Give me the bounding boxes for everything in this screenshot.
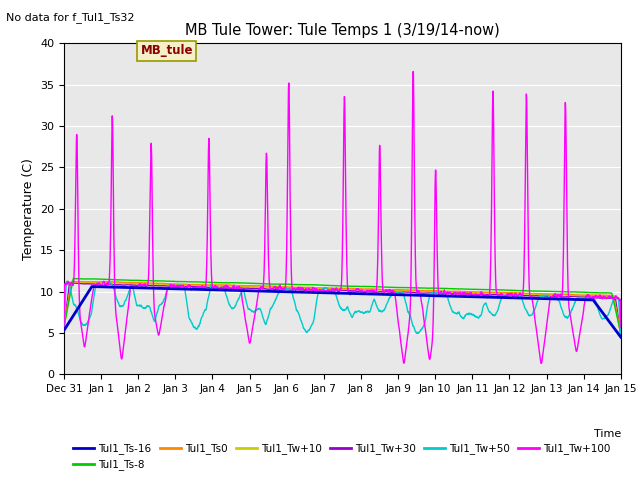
Tul1_Ts-16	[157, 286, 164, 291]
Tul1_Ts0	[298, 285, 306, 290]
Tul1_Tw+100	[410, 69, 417, 74]
Tul1_Ts-16	[274, 288, 282, 294]
Tul1_Ts-8	[60, 324, 68, 329]
Tul1_Tw+30	[66, 280, 74, 286]
Tul1_Ts0	[68, 278, 76, 284]
Tul1_Ts-16	[124, 285, 132, 290]
Tul1_Ts-8	[546, 288, 554, 294]
Tul1_Ts-8	[124, 277, 132, 283]
Tul1_Tw+30	[617, 332, 625, 338]
Tul1_Tw+100	[124, 311, 131, 317]
Tul1_Ts-8	[617, 330, 625, 336]
Tul1_Tw+10	[617, 332, 625, 337]
Tul1_Tw+30	[157, 283, 164, 289]
Tul1_Tw+100	[157, 324, 164, 329]
Tul1_Ts0	[60, 325, 68, 331]
Tul1_Tw+50	[274, 291, 282, 297]
Line: Tul1_Ts-8: Tul1_Ts-8	[64, 278, 621, 333]
Tul1_Tw+100	[60, 326, 68, 332]
Tul1_Tw+100	[538, 360, 545, 366]
Tul1_Tw+100	[298, 287, 305, 292]
Line: Tul1_Tw+100: Tul1_Tw+100	[64, 72, 621, 363]
Tul1_Tw+10	[124, 281, 132, 287]
Line: Tul1_Tw+50: Tul1_Tw+50	[64, 281, 621, 335]
Tul1_Ts-16	[88, 284, 96, 289]
Tul1_Ts-8	[606, 290, 614, 296]
Tul1_Tw+50	[60, 324, 68, 329]
Tul1_Ts0	[157, 280, 164, 286]
Tul1_Tw+100	[617, 324, 625, 330]
Tul1_Ts-8	[298, 282, 306, 288]
Tul1_Ts-16	[546, 296, 554, 302]
Tul1_Tw+10	[60, 325, 68, 331]
Tul1_Ts0	[124, 280, 132, 286]
Tul1_Tw+30	[124, 282, 132, 288]
Text: MB_tule: MB_tule	[140, 44, 193, 57]
Text: Time: Time	[593, 429, 621, 439]
Title: MB Tule Tower: Tule Temps 1 (3/19/14-now): MB Tule Tower: Tule Temps 1 (3/19/14-now…	[185, 23, 500, 38]
Tul1_Tw+50	[63, 278, 71, 284]
Tul1_Ts-16	[60, 327, 68, 333]
Line: Tul1_Ts0: Tul1_Ts0	[64, 281, 621, 334]
Tul1_Tw+10	[606, 294, 614, 300]
Tul1_Tw+30	[546, 294, 554, 300]
Tul1_Tw+30	[298, 287, 306, 293]
Text: No data for f_Tul1_Ts32: No data for f_Tul1_Ts32	[6, 12, 135, 23]
Tul1_Tw+10	[298, 286, 306, 291]
Tul1_Tw+50	[617, 332, 625, 338]
Tul1_Ts-16	[298, 289, 306, 295]
Tul1_Ts0	[546, 291, 554, 297]
Tul1_Tw+50	[124, 292, 132, 298]
Tul1_Tw+100	[547, 295, 554, 300]
Tul1_Tw+100	[606, 294, 614, 300]
Line: Tul1_Ts-16: Tul1_Ts-16	[64, 287, 621, 337]
Tul1_Tw+50	[298, 320, 306, 326]
Tul1_Tw+30	[60, 325, 68, 331]
Line: Tul1_Tw+30: Tul1_Tw+30	[64, 283, 621, 335]
Tul1_Tw+50	[546, 293, 554, 299]
Tul1_Tw+10	[71, 279, 79, 285]
Tul1_Ts-16	[617, 334, 625, 340]
Tul1_Tw+100	[274, 285, 282, 290]
Tul1_Tw+30	[274, 287, 282, 292]
Tul1_Tw+50	[157, 301, 164, 307]
Legend: Tul1_Ts-16, Tul1_Ts-8, Tul1_Ts0, Tul1_Tw+10, Tul1_Tw+30, Tul1_Tw+50, Tul1_Tw+100: Tul1_Ts-16, Tul1_Ts-8, Tul1_Ts0, Tul1_Tw…	[69, 439, 615, 475]
Tul1_Ts-8	[70, 276, 77, 281]
Tul1_Tw+10	[546, 292, 554, 298]
Tul1_Ts0	[606, 293, 614, 299]
Y-axis label: Temperature (C): Temperature (C)	[22, 158, 35, 260]
Tul1_Ts0	[617, 331, 625, 337]
Tul1_Tw+30	[606, 295, 614, 301]
Tul1_Tw+10	[274, 285, 282, 291]
Tul1_Tw+10	[157, 281, 164, 287]
Tul1_Ts-8	[274, 281, 282, 287]
Line: Tul1_Tw+10: Tul1_Tw+10	[64, 282, 621, 335]
Tul1_Ts-8	[157, 278, 164, 284]
Tul1_Ts-16	[606, 320, 614, 325]
Tul1_Ts0	[274, 284, 282, 289]
Tul1_Tw+50	[606, 307, 614, 312]
